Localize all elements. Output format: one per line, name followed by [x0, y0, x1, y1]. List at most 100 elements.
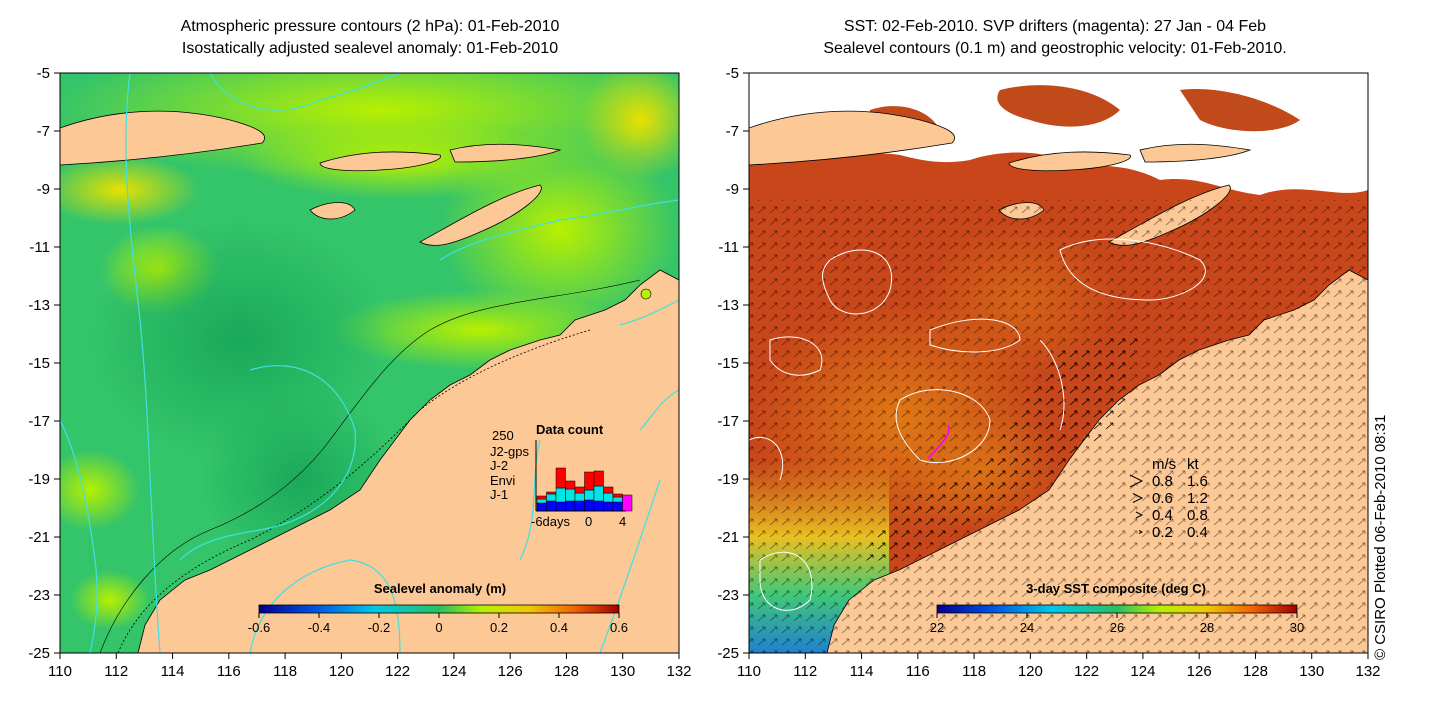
sst-colorbar-ticklabel: 30 [1290, 620, 1304, 635]
land-flores [319, 151, 441, 172]
velocity-legend-ms-value: 0.6 [1152, 490, 1173, 507]
left-lon-label: 112 [104, 663, 128, 680]
count-bar [536, 495, 547, 500]
velocity-legend-ms: m/s [1152, 456, 1176, 473]
land-java [60, 110, 265, 166]
right-lat-label: -13 [717, 297, 739, 314]
sla-colorbar-ticklabel: -0.6 [248, 620, 270, 635]
right-lon-label: 124 [1130, 663, 1155, 680]
right-lat-label: -19 [717, 471, 739, 488]
left-lat-label: -5 [37, 65, 50, 82]
sst-colorbar: 3-day SST composite (deg C) 22 24 26 28 30 [930, 581, 1304, 635]
left-lat-label: -19 [28, 471, 50, 488]
left-lat-label: -17 [28, 413, 50, 430]
sst-colorbar-ticklabel: 26 [1110, 620, 1124, 635]
left-lon-label: 120 [329, 663, 354, 680]
sla-colorbar-ticklabel: 0.6 [610, 620, 628, 635]
left-lat-label: -7 [37, 123, 50, 140]
sla-colorbar-ticklabel: -0.4 [308, 620, 330, 635]
sealevel-anomaly-map [60, 73, 679, 653]
right-lat-label: -21 [717, 529, 739, 546]
legend-j2gps: J2-gps [490, 444, 530, 459]
right-lat-label: -25 [717, 645, 739, 662]
count-bar [603, 486, 614, 494]
sla-colorbar-label: Sealevel anomaly (m) [374, 581, 506, 596]
land-timor [419, 184, 542, 246]
sla-colorbar: Sealevel anomaly (m) -0.6 -0.4 -0.2 0 0.2 0.4… [248, 581, 628, 635]
velocity-legend-kt: kt [1187, 456, 1200, 473]
data-count-xtick-2: 4 [619, 514, 626, 529]
right-lat-label: -11 [718, 239, 739, 256]
right-lat-label: -17 [717, 413, 739, 430]
right-lat-label: -7 [726, 123, 739, 140]
right-lat-label: -15 [717, 355, 739, 372]
data-count-max: 250 [492, 428, 514, 443]
left-lon-label: 124 [441, 663, 466, 680]
sst-colorbar-ticklabel: 24 [1020, 620, 1034, 635]
left-title-line1: Atmospheric pressure contours (2 hPa): 0… [180, 18, 560, 35]
velocity-legend-ms-value: 0.4 [1152, 507, 1173, 524]
sst-colorbar-ticklabel: 28 [1200, 620, 1214, 635]
left-lon-label: 116 [217, 663, 241, 680]
count-bar [536, 498, 547, 504]
right-lon-label: 116 [906, 663, 930, 680]
sla-colorbar-ticklabel: 0.2 [490, 620, 508, 635]
count-bar [536, 502, 547, 512]
count-bar [555, 501, 566, 512]
count-bar [546, 491, 557, 495]
left-lon-label: 114 [161, 663, 185, 680]
land-australia [137, 269, 679, 653]
count-bar [555, 467, 566, 489]
legend-j2: J-2 [490, 458, 508, 473]
count-bar [555, 487, 566, 503]
velocity-legend-arrow [1129, 474, 1144, 488]
count-bar [546, 493, 557, 502]
sst-colorbar-label: 3-day SST composite (deg C) [1026, 581, 1206, 596]
right-lon-label: 122 [1074, 663, 1099, 680]
left-lon-label: 118 [273, 663, 297, 680]
count-bar [584, 489, 595, 501]
right-lon-label: 130 [1299, 663, 1324, 680]
data-count-inset: Data count 250 J2-gps J-2 Envi J-1 -6day… [490, 422, 633, 529]
count-bar [584, 499, 595, 512]
left-lon-label: 122 [385, 663, 410, 680]
count-bar [603, 501, 614, 512]
left-lon-label: 110 [48, 663, 72, 680]
right-title-line2: Sealevel contours (0.1 m) and geostrophi… [823, 40, 1287, 57]
count-bar [565, 480, 576, 490]
svp-drifter-track [927, 424, 950, 459]
count-bar [612, 493, 623, 498]
velocity-legend-arrow [1138, 530, 1144, 534]
count-bar [565, 500, 576, 512]
left-lat-label: -13 [28, 297, 50, 314]
csiro-credit: © CSIRO Plotted 06-Feb-2010 08:31 [1372, 414, 1389, 660]
legend-envi: Envi [490, 473, 515, 488]
left-lat-label: -21 [28, 529, 50, 546]
right-lat-label: -23 [717, 587, 739, 604]
right-lon-label: 114 [850, 663, 874, 680]
right-lon-label: 128 [1243, 663, 1268, 680]
left-lon-label: 132 [666, 663, 691, 680]
left-lat-label: -11 [29, 239, 50, 256]
right-lon-label: 110 [737, 663, 761, 680]
velocity-legend-kt-value: 0.4 [1187, 524, 1208, 541]
right-lon-label: 112 [793, 663, 817, 680]
data-count-xtick-1: 0 [585, 514, 592, 529]
data-count-bars [536, 467, 633, 512]
velocity-legend: m/s kt 0.8 1.60.6 1.20.4 0.80.2 0.4 [1129, 456, 1208, 541]
count-bar [593, 470, 604, 487]
sla-colorbar-ticklabel: 0.4 [550, 620, 568, 635]
velocity-legend-arrow [1132, 493, 1144, 503]
count-bar [565, 488, 576, 502]
count-bar [593, 500, 604, 512]
right-lon-label: 132 [1355, 663, 1380, 680]
land-java-sst [749, 110, 955, 166]
left-lon-label: 130 [610, 663, 635, 680]
sla-colorbar-ticklabel: -0.2 [368, 620, 390, 635]
legend-j1: J-1 [490, 487, 508, 502]
sla-colorbar-ticklabel: 0 [435, 620, 442, 635]
left-lat-label: -9 [37, 181, 50, 198]
count-bar [593, 485, 604, 502]
left-lon-label: 128 [554, 663, 579, 680]
